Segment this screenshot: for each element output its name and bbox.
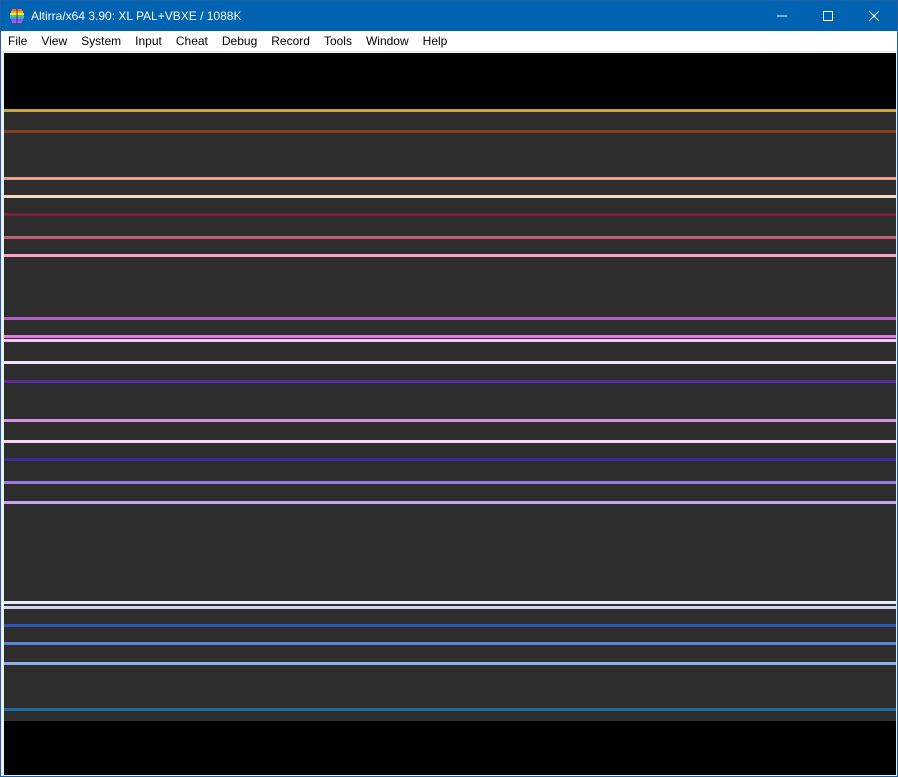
raster-color-line xyxy=(4,254,896,257)
raster-color-line xyxy=(4,213,896,216)
raster-color-line xyxy=(4,481,896,484)
menu-bar: File View System Input Cheat Debug Recor… xyxy=(1,31,897,52)
maximize-icon xyxy=(823,11,833,21)
raster-color-line xyxy=(4,642,896,645)
minimize-icon xyxy=(777,15,787,17)
menu-debug[interactable]: Debug xyxy=(221,34,258,48)
raster-color-line xyxy=(4,236,896,239)
raster-color-line xyxy=(4,339,896,342)
raster-color-line xyxy=(4,195,896,198)
menu-cheat[interactable]: Cheat xyxy=(175,34,208,48)
raster-color-line xyxy=(4,177,896,180)
caption-buttons xyxy=(759,1,897,31)
raster-color-line xyxy=(4,130,896,133)
menu-help[interactable]: Help xyxy=(422,34,448,48)
menu-tools[interactable]: Tools xyxy=(323,34,352,48)
raster-color-line xyxy=(4,335,896,338)
raster-color-line xyxy=(4,109,896,112)
raster-color-line xyxy=(4,361,896,364)
maximize-button[interactable] xyxy=(805,1,851,31)
raster-color-line xyxy=(4,624,896,627)
altirra-app-icon[interactable] xyxy=(9,8,25,24)
raster-color-line xyxy=(4,601,896,604)
menu-input[interactable]: Input xyxy=(135,34,162,48)
raster-color-line xyxy=(4,501,896,504)
title-bar[interactable]: Altirra/x64 3.90: XL PAL+VBXE / 1088K xyxy=(1,1,897,31)
raster-color-line xyxy=(4,662,896,665)
close-icon xyxy=(868,10,880,22)
menu-file[interactable]: File xyxy=(8,34,28,48)
raster-color-line xyxy=(4,708,896,711)
playfield-area xyxy=(4,109,896,721)
menu-view[interactable]: View xyxy=(41,34,68,48)
raster-color-line xyxy=(4,380,896,383)
raster-color-line xyxy=(4,440,896,443)
menu-window[interactable]: Window xyxy=(365,34,409,48)
emulator-display[interactable] xyxy=(4,53,896,775)
raster-color-line xyxy=(4,606,896,609)
window-title: Altirra/x64 3.90: XL PAL+VBXE / 1088K xyxy=(31,9,242,23)
minimize-button[interactable] xyxy=(759,1,805,31)
close-button[interactable] xyxy=(851,1,897,31)
menu-system[interactable]: System xyxy=(81,34,122,48)
menu-record[interactable]: Record xyxy=(271,34,310,48)
raster-color-line xyxy=(4,317,896,320)
raster-color-line xyxy=(4,419,896,422)
raster-color-line xyxy=(4,458,896,461)
